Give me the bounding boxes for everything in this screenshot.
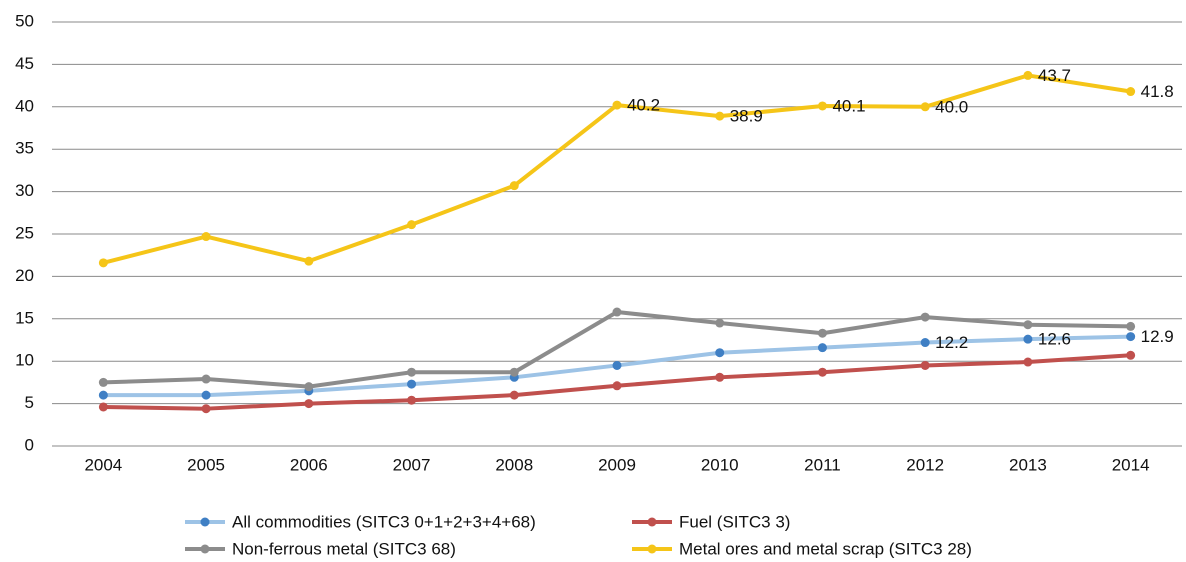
- x-tick-label: 2014: [1112, 455, 1150, 474]
- legend-label: Fuel (SITC3 3): [679, 512, 790, 531]
- data-label: 40.2: [627, 96, 660, 115]
- marker: [1023, 70, 1033, 80]
- legend-label: Metal ores and metal scrap (SITC3 28): [679, 539, 972, 558]
- marker: [715, 372, 725, 382]
- x-tick-label: 2010: [701, 455, 739, 474]
- marker: [201, 374, 211, 384]
- marker: [407, 395, 417, 405]
- marker: [1023, 334, 1033, 344]
- y-tick-label: 10: [15, 351, 34, 370]
- marker: [304, 399, 314, 409]
- data-label: 41.8: [1141, 82, 1174, 101]
- marker: [98, 402, 108, 412]
- marker: [201, 404, 211, 414]
- data-label: 12.9: [1141, 327, 1174, 346]
- legend-label: Non-ferrous metal (SITC3 68): [232, 539, 456, 558]
- marker: [509, 390, 519, 400]
- legend-marker: [200, 517, 210, 527]
- marker: [304, 382, 314, 392]
- y-tick-label: 20: [15, 266, 34, 285]
- marker: [1126, 321, 1136, 331]
- y-tick-label: 30: [15, 181, 34, 200]
- marker: [817, 101, 827, 111]
- marker: [201, 390, 211, 400]
- y-tick-label: 45: [15, 54, 34, 73]
- marker: [612, 381, 622, 391]
- legend-marker: [200, 544, 210, 554]
- data-label: 12.2: [935, 333, 968, 352]
- y-tick-label: 50: [15, 11, 34, 30]
- marker: [817, 343, 827, 353]
- marker: [509, 181, 519, 191]
- x-tick-label: 2007: [393, 455, 431, 474]
- marker: [1023, 320, 1033, 330]
- marker: [1023, 357, 1033, 367]
- marker: [612, 360, 622, 370]
- marker: [407, 220, 417, 230]
- data-label: 12.6: [1038, 330, 1071, 349]
- y-tick-label: 0: [25, 435, 34, 454]
- marker: [98, 390, 108, 400]
- y-tick-label: 40: [15, 96, 34, 115]
- marker: [98, 377, 108, 387]
- marker: [920, 338, 930, 348]
- marker: [1126, 87, 1136, 97]
- marker: [920, 360, 930, 370]
- y-tick-label: 15: [15, 308, 34, 327]
- marker: [612, 100, 622, 110]
- data-label: 38.9: [730, 107, 763, 126]
- marker: [201, 232, 211, 242]
- legend-label: All commodities (SITC3 0+1+2+3+4+68): [232, 512, 536, 531]
- x-tick-label: 2011: [804, 455, 841, 474]
- series-line: [103, 310, 1131, 389]
- data-label: 43.7: [1038, 66, 1071, 85]
- y-tick-label: 5: [25, 393, 34, 412]
- marker: [407, 367, 417, 377]
- legend-marker: [647, 544, 657, 554]
- legend-marker: [647, 517, 657, 527]
- x-tick-label: 2008: [495, 455, 533, 474]
- marker: [817, 328, 827, 338]
- y-tick-label: 35: [15, 139, 34, 158]
- marker: [1126, 332, 1136, 342]
- marker: [920, 312, 930, 322]
- x-tick-label: 2012: [906, 455, 944, 474]
- y-tick-label: 25: [15, 223, 34, 242]
- x-tick-label: 2005: [187, 455, 225, 474]
- x-tick-label: 2006: [290, 455, 328, 474]
- marker: [715, 111, 725, 121]
- marker: [715, 318, 725, 328]
- marker: [817, 367, 827, 377]
- legend-item: Metal ores and metal scrap (SITC3 28): [632, 539, 972, 558]
- legend-item: Fuel (SITC3 3): [632, 512, 790, 531]
- marker: [612, 307, 622, 317]
- marker: [304, 256, 314, 266]
- marker: [407, 379, 417, 389]
- x-tick-label: 2013: [1009, 455, 1047, 474]
- x-tick-label: 2004: [84, 455, 122, 474]
- marker: [509, 367, 519, 377]
- marker: [715, 348, 725, 358]
- marker: [920, 102, 930, 112]
- data-label: 40.0: [935, 97, 968, 116]
- marker: [98, 258, 108, 268]
- data-label: 40.1: [832, 96, 865, 115]
- legend-item: Non-ferrous metal (SITC3 68): [185, 539, 456, 558]
- legend-item: All commodities (SITC3 0+1+2+3+4+68): [185, 512, 536, 531]
- marker: [1126, 350, 1136, 360]
- x-tick-label: 2009: [598, 455, 636, 474]
